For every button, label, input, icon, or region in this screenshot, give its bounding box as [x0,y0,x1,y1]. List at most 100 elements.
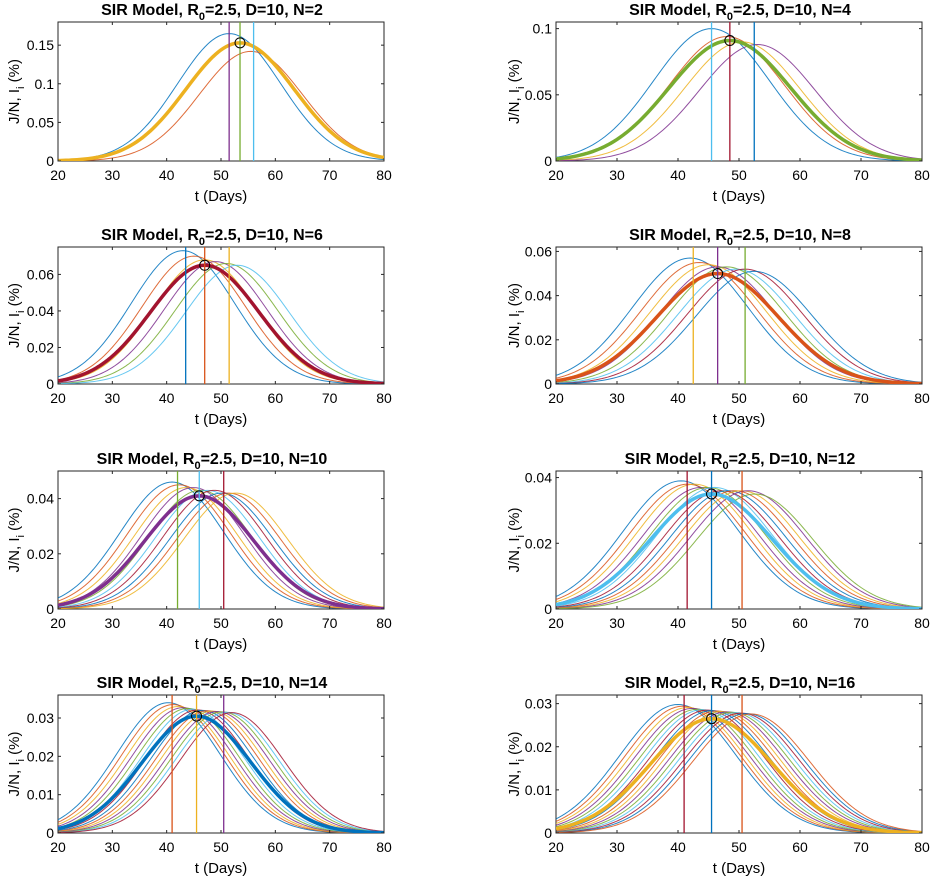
series-line-I11 [556,490,922,609]
x-tick-label: 50 [213,615,229,631]
y-tick-label: 0.01 [525,782,552,798]
aggregate-line [58,714,384,833]
y-tick-label: 0.02 [27,748,54,764]
subplot-title: SIR Model, R0=2.5, D=10, N=14 [97,675,328,696]
aggregate-line [58,41,384,161]
peak-marker [712,268,724,280]
x-tick-label: 30 [105,615,121,631]
x-axis-label: t (Days) [713,411,766,428]
y-tick-label: 0.1 [35,76,55,92]
subplot-n12: 20 30 40 50 60 70 80 0 0.02 0.04 t (Days) J/N, Ii (… [506,451,930,653]
x-tick-label: 30 [105,839,121,855]
x-tick-label: 40 [670,615,686,631]
aggregate-line [556,716,922,833]
y-tick-label: 0.04 [525,288,552,304]
subplot-n16: 20 30 40 50 60 70 80 0 0.01 0.02 0.03 t (Days) J/N, … [506,675,930,877]
series-line-I8 [556,490,922,609]
series-line-I7 [556,709,922,833]
series-line-I10 [556,490,922,609]
x-tick-label: 20 [50,167,66,183]
x-tick-label: 20 [548,167,564,183]
series-line-I15 [556,713,922,833]
y-axis-label: J/N, Ii (%) [6,732,27,797]
x-tick-label: 40 [159,839,175,855]
x-tick-label: 60 [268,839,284,855]
y-axis-label: J/N, Ii (%) [506,732,527,797]
x-tick-label: 60 [268,167,284,183]
x-tick-label: 30 [609,615,625,631]
x-tick-label: 80 [914,390,930,406]
peak-marker [706,488,718,500]
x-tick-label: 60 [792,167,808,183]
y-tick-label: 0.03 [525,696,552,712]
x-tick-label: 70 [322,390,338,406]
subplot-title: SIR Model, R0=2.5, D=10, N=2 [101,2,323,23]
subplot-title: SIR Model, R0=2.5, D=10, N=4 [629,2,851,23]
x-tick-label: 80 [376,390,392,406]
y-tick-label: 0.02 [27,339,54,355]
x-tick-label: 60 [268,615,284,631]
aggregate-line [58,494,384,609]
y-axis-label: J/N, Ii (%) [6,283,27,348]
x-tick-label: 30 [609,839,625,855]
x-tick-label: 40 [670,390,686,406]
y-axis-label: J/N, Ii (%) [506,508,527,573]
y-tick-label: 0.15 [27,37,54,53]
peak-marker [706,713,718,725]
series-line-I13 [58,711,384,833]
plot-area [58,695,384,833]
x-axis-label: t (Days) [713,860,766,877]
plot-area [58,247,384,384]
subplot-n4: 20 30 40 50 60 70 80 0 0.05 0.1 t (Days) J/N, Ii (%… [506,2,930,205]
x-tick-label: 80 [914,839,930,855]
series-line-I12 [556,493,922,609]
series-line-I2 [58,255,384,384]
x-tick-label: 50 [213,390,229,406]
x-tick-label: 60 [792,839,808,855]
plot-area [556,22,922,161]
x-tick-label: 20 [548,839,564,855]
y-tick-label: 0 [544,376,552,392]
subplot-n8: 20 30 40 50 60 70 80 0 0.02 0.04 0.06 t (Days) J/N, … [506,227,930,428]
x-tick-label: 50 [731,167,747,183]
y-axis-label: J/N, Ii (%) [506,59,527,124]
subplot-n14: 20 30 40 50 60 70 80 0 0.01 0.02 0.03 t (Days) J/N, … [6,675,392,877]
x-tick-label: 70 [322,167,338,183]
x-tick-label: 80 [376,167,392,183]
peak-marker [724,35,736,47]
series-line-I16 [556,713,922,833]
y-tick-label: 0.06 [525,243,552,259]
x-tick-label: 20 [50,839,66,855]
series-line-I14 [556,712,922,833]
x-tick-label: 30 [105,167,121,183]
x-tick-label: 70 [853,390,869,406]
x-tick-label: 70 [853,167,869,183]
axes-frame [555,246,923,385]
y-tick-label: 0 [544,825,552,841]
y-tick-label: 0.04 [27,491,54,507]
x-tick-label: 50 [731,839,747,855]
x-tick-label: 20 [548,390,564,406]
aggregate-line [58,263,384,384]
x-tick-label: 20 [50,615,66,631]
y-tick-label: 0.1 [533,21,553,37]
y-tick-label: 0.02 [525,332,552,348]
x-tick-label: 50 [731,390,747,406]
x-tick-label: 80 [914,615,930,631]
x-tick-label: 60 [792,615,808,631]
subplot-n10: 20 30 40 50 60 70 80 0 0.02 0.04 t (Days) J/N, Ii (… [6,451,392,653]
series-line-I8 [58,492,384,609]
series-line-I12 [58,711,384,833]
series-line-I5 [58,262,384,384]
x-tick-label: 50 [213,167,229,183]
series-line-I14 [58,712,384,833]
aggregate-line [556,38,922,161]
y-axis-label: J/N, Ii (%) [506,283,527,348]
plot-area [556,247,922,384]
x-tick-label: 20 [50,390,66,406]
x-tick-label: 80 [376,615,392,631]
y-axis-label: J/N, Ii (%) [6,508,27,573]
y-tick-label: 0 [46,376,54,392]
aggregate-line [556,271,922,384]
x-tick-label: 80 [376,839,392,855]
